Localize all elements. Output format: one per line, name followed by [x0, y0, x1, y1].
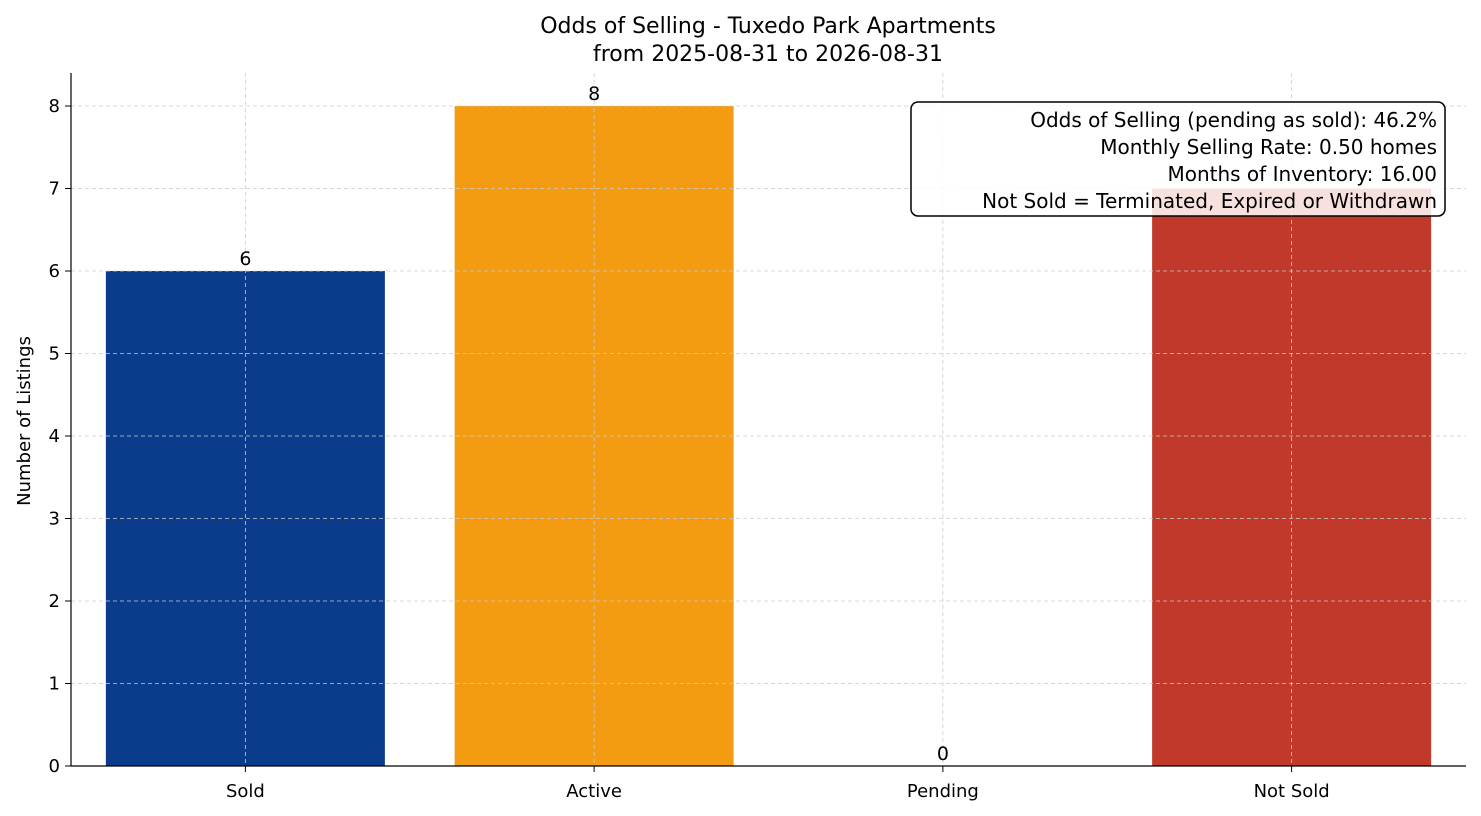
annotation-box-frame	[910, 101, 1446, 217]
grid	[71, 73, 1466, 767]
bar-value-label: 8	[588, 83, 600, 105]
y-tick-label: 5	[49, 344, 60, 365]
x-tick-label: Not Sold	[1254, 781, 1330, 802]
bar-value-label: 0	[937, 743, 949, 765]
x-tick-label: Sold	[226, 781, 265, 802]
y-tick-label: 0	[49, 756, 60, 777]
y-tick-label: 6	[49, 261, 60, 282]
chart-subtitle: from 2025-08-31 to 2026-08-31	[593, 42, 943, 67]
y-tick-label: 3	[49, 509, 60, 530]
x-tick-label: Pending	[907, 781, 979, 802]
chart-title: Odds of Selling - Tuxedo Park Apartments	[540, 14, 996, 39]
bar-active	[454, 106, 734, 766]
annotation-line: Monthly Selling Rate: 0.50 homes	[1100, 135, 1437, 159]
annotation-line: Not Sold = Terminated, Expired or Withdr…	[982, 189, 1437, 213]
annotation-box: Odds of Selling (pending as sold): 46.2%…	[910, 101, 1446, 217]
y-tick-label: 7	[49, 179, 60, 200]
annotation-line: Odds of Selling (pending as sold): 46.2%	[1030, 108, 1437, 132]
data-labels: 6 8 0	[239, 83, 949, 765]
y-axis-label: Number of Listings	[14, 336, 35, 506]
y-tick-label: 8	[49, 96, 60, 117]
y-tick-label: 4	[49, 426, 60, 447]
annotation-line: Months of Inventory: 16.00	[1167, 162, 1437, 186]
annotation-group: Odds of Selling (pending as sold): 46.2%…	[910, 101, 1446, 217]
x-tick-label: Active	[566, 781, 622, 802]
tick-labels: 0 1 2 3 4 5 6 7 8 Sold Active Pending Not Sold	[49, 96, 1330, 802]
bar-value-label: 6	[239, 248, 251, 270]
y-tick-label: 2	[49, 591, 60, 612]
bar-not-sold	[1152, 188, 1432, 766]
y-tick-label: 1	[49, 674, 60, 695]
